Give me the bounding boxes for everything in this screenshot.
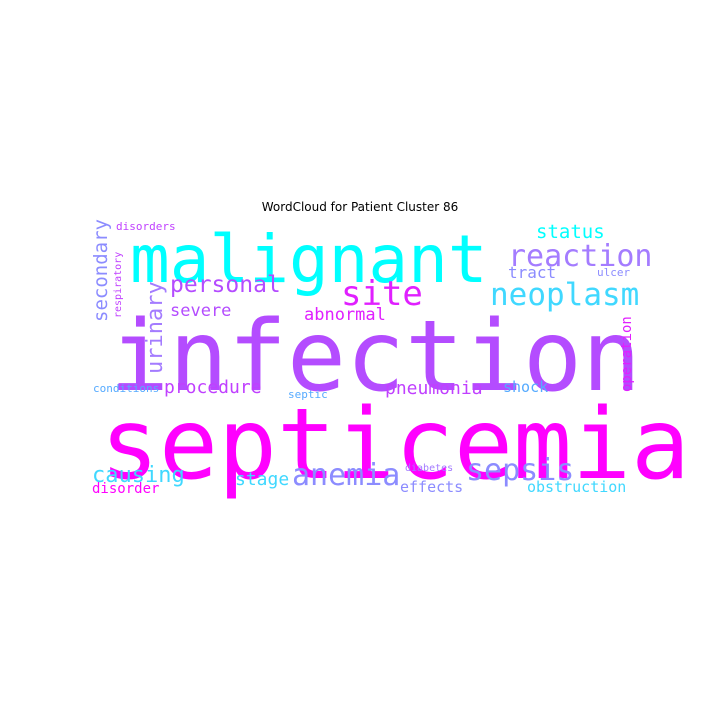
word-ulcer: ulcer <box>597 266 630 279</box>
word-neoplasm: neoplasm <box>490 277 639 313</box>
word-diabetes: diabetes <box>405 463 453 474</box>
word-severe: severe <box>170 301 231 321</box>
word-operation: operation <box>619 316 635 392</box>
word-sepsis: sepsis <box>466 453 574 488</box>
word-reaction: reaction <box>508 239 653 274</box>
word-personal: personal <box>170 272 281 298</box>
word-conditions: conditions <box>93 382 159 395</box>
chart-title: WordCloud for Patient Cluster 86 <box>261 200 459 214</box>
word-obstruction: obstruction <box>527 478 626 496</box>
word-anemia: anemia <box>292 458 400 493</box>
word-malignant: malignant <box>130 221 488 298</box>
word-disorders: disorders <box>116 220 176 233</box>
word-tract: tract <box>508 263 556 282</box>
word-abnormal: abnormal <box>304 305 386 325</box>
word-site: site <box>341 274 423 314</box>
word-causing: causing <box>92 463 185 488</box>
word-respiratory: respiratory <box>113 252 124 318</box>
word-shock: shock <box>503 378 548 396</box>
word-effects: effects <box>400 478 463 496</box>
word-stage: stage <box>235 469 289 490</box>
word-secondary: secondary <box>90 219 112 322</box>
word-procedure: procedure <box>164 377 262 398</box>
word-disorder: disorder <box>92 481 159 497</box>
word-pneumonia: pneumonia <box>385 378 483 399</box>
word-septic: septic <box>288 388 328 401</box>
word-status: status <box>536 221 605 243</box>
word-urinary: urinary <box>143 281 168 374</box>
word-septicemia: septicemia <box>100 388 690 502</box>
word-infection: infection <box>110 300 641 414</box>
